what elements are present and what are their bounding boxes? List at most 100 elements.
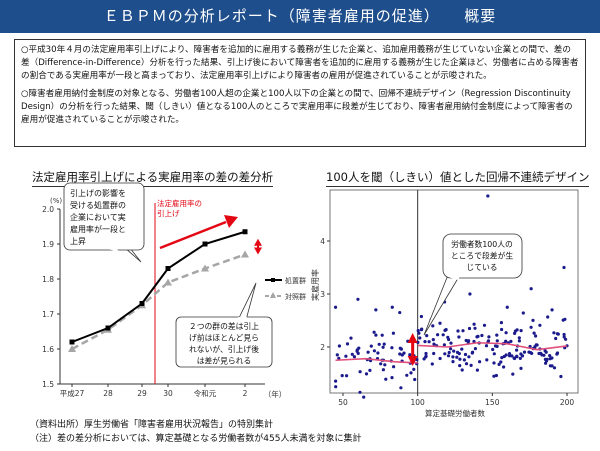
scatter-point (486, 339, 491, 343)
rdd-jump-arrow-head-down (407, 356, 418, 366)
scatter-point (423, 340, 427, 344)
callout1-line: 企業において実 (70, 212, 126, 222)
scatter-point (443, 352, 447, 356)
scatter-point (562, 335, 566, 339)
scatter-point (345, 342, 350, 346)
scatter-point (444, 328, 448, 332)
scatter-point (399, 386, 403, 390)
scatter-point (416, 329, 420, 333)
scatter-point (522, 350, 527, 354)
scatter-point (334, 385, 338, 389)
scatter-point (559, 374, 563, 379)
callout2-box (175, 316, 273, 368)
scatter-point-outlier (398, 310, 402, 315)
rdd-fit-left (335, 357, 418, 364)
scatter-point (537, 351, 541, 356)
scatter-point (495, 339, 499, 343)
trend-arrow-shaft (159, 220, 227, 250)
trend-arrow-head (224, 215, 238, 228)
scatter-point (464, 338, 468, 343)
scatter-point (548, 364, 553, 368)
did-x-tick-label: 30 (163, 389, 173, 398)
summary-box: ○平成30年４月の法定雇用率引上げにより、障害者を追加的に雇用する義務が生じた企… (14, 39, 586, 147)
did-x-unit: （年） (264, 389, 287, 399)
scatter-point (432, 351, 436, 356)
scatter-point (472, 322, 476, 326)
scatter-point (432, 342, 436, 346)
rdd-x-tick-label: 100 (411, 398, 426, 407)
scatter-point (499, 360, 503, 364)
rdd-y-tick-label: 4 (320, 237, 325, 246)
did-y-tick-label: 1.6 (42, 345, 54, 354)
rdd-chart-title: 100人を閾（しきい）値とした回帰不連続デザイン (326, 169, 590, 187)
treated-point (69, 339, 75, 345)
scatter-point (344, 354, 348, 358)
policy-label-line2: 引上げ (157, 209, 180, 218)
scatter-point (337, 356, 341, 360)
scatter-point (544, 361, 548, 365)
scatter-point (390, 346, 394, 350)
callout2-pointer (237, 282, 257, 321)
scatter-point-outlier (562, 265, 566, 270)
scatter-point (491, 347, 495, 352)
scatter-point (504, 331, 508, 335)
scatter-point (451, 360, 455, 364)
scatter-point (467, 326, 472, 331)
scatter-point (458, 357, 462, 361)
rdd-y-tick-label: 3 (320, 290, 325, 299)
scatter-point-outlier (468, 292, 472, 296)
scatter-point (400, 353, 404, 357)
scatter-point (521, 311, 525, 315)
scatter-point (362, 395, 366, 399)
scatter-point (355, 348, 359, 352)
treated-point (139, 301, 145, 306)
callout2-line: れないが、引上げ後 (189, 344, 259, 354)
scatter-point (492, 374, 496, 378)
scatter-point (427, 340, 431, 344)
scatter-point (455, 355, 459, 359)
callout1-line: 引上げの影響を (70, 188, 126, 198)
scatter-point (464, 362, 469, 366)
scatter-point (528, 344, 532, 349)
rdd-x-tick-label: 200 (560, 398, 575, 407)
scatter-point (458, 364, 462, 368)
scatter-point (472, 339, 476, 344)
scatter-point (424, 351, 428, 356)
scatter-point (532, 331, 536, 335)
scatter-point (478, 360, 482, 364)
legend-control-marker (270, 292, 276, 298)
scatter-point (425, 334, 429, 338)
scatter-point (442, 343, 446, 347)
scatter-point-outlier (356, 297, 360, 301)
scatter-point-outlier (529, 287, 533, 291)
scatter-point (552, 331, 556, 335)
rdd-callout-line: ところで段差が生 (451, 251, 514, 261)
scatter-point (383, 363, 387, 367)
did-y-unit: (%) (50, 197, 62, 205)
scatter-point (399, 347, 403, 351)
scatter-point (538, 323, 542, 327)
summary-paragraph-did: ○平成30年４月の法定雇用率引上げにより、障害者を追加的に雇用する義務が生じた企… (21, 45, 579, 81)
did-chart-title: 法定雇用率引上げによる実雇用率の差の差分析 (32, 169, 274, 187)
scatter-point (430, 362, 434, 366)
scatter-point (352, 355, 356, 359)
scatter-point (475, 335, 479, 339)
scatter-point (548, 357, 552, 361)
scatter-point (457, 352, 461, 356)
scatter-point (545, 357, 549, 361)
scatter-point (379, 362, 383, 366)
control-point (164, 278, 172, 286)
scatter-point (495, 344, 499, 348)
scatter-point (449, 341, 453, 345)
scatter-point (420, 327, 424, 331)
scatter-point (535, 343, 539, 347)
rdd-x-label: 算定基礎労働者数 (425, 408, 485, 418)
scatter-point (461, 329, 465, 333)
scatter-point (470, 351, 474, 355)
scatter-point (390, 376, 394, 380)
did-x-tick-label: 平成27 (60, 388, 85, 398)
scatter-point (515, 348, 519, 352)
scatter-point (509, 339, 513, 343)
policy-label-line1: 法定雇用率の (157, 198, 202, 208)
scatter-point (482, 323, 487, 327)
